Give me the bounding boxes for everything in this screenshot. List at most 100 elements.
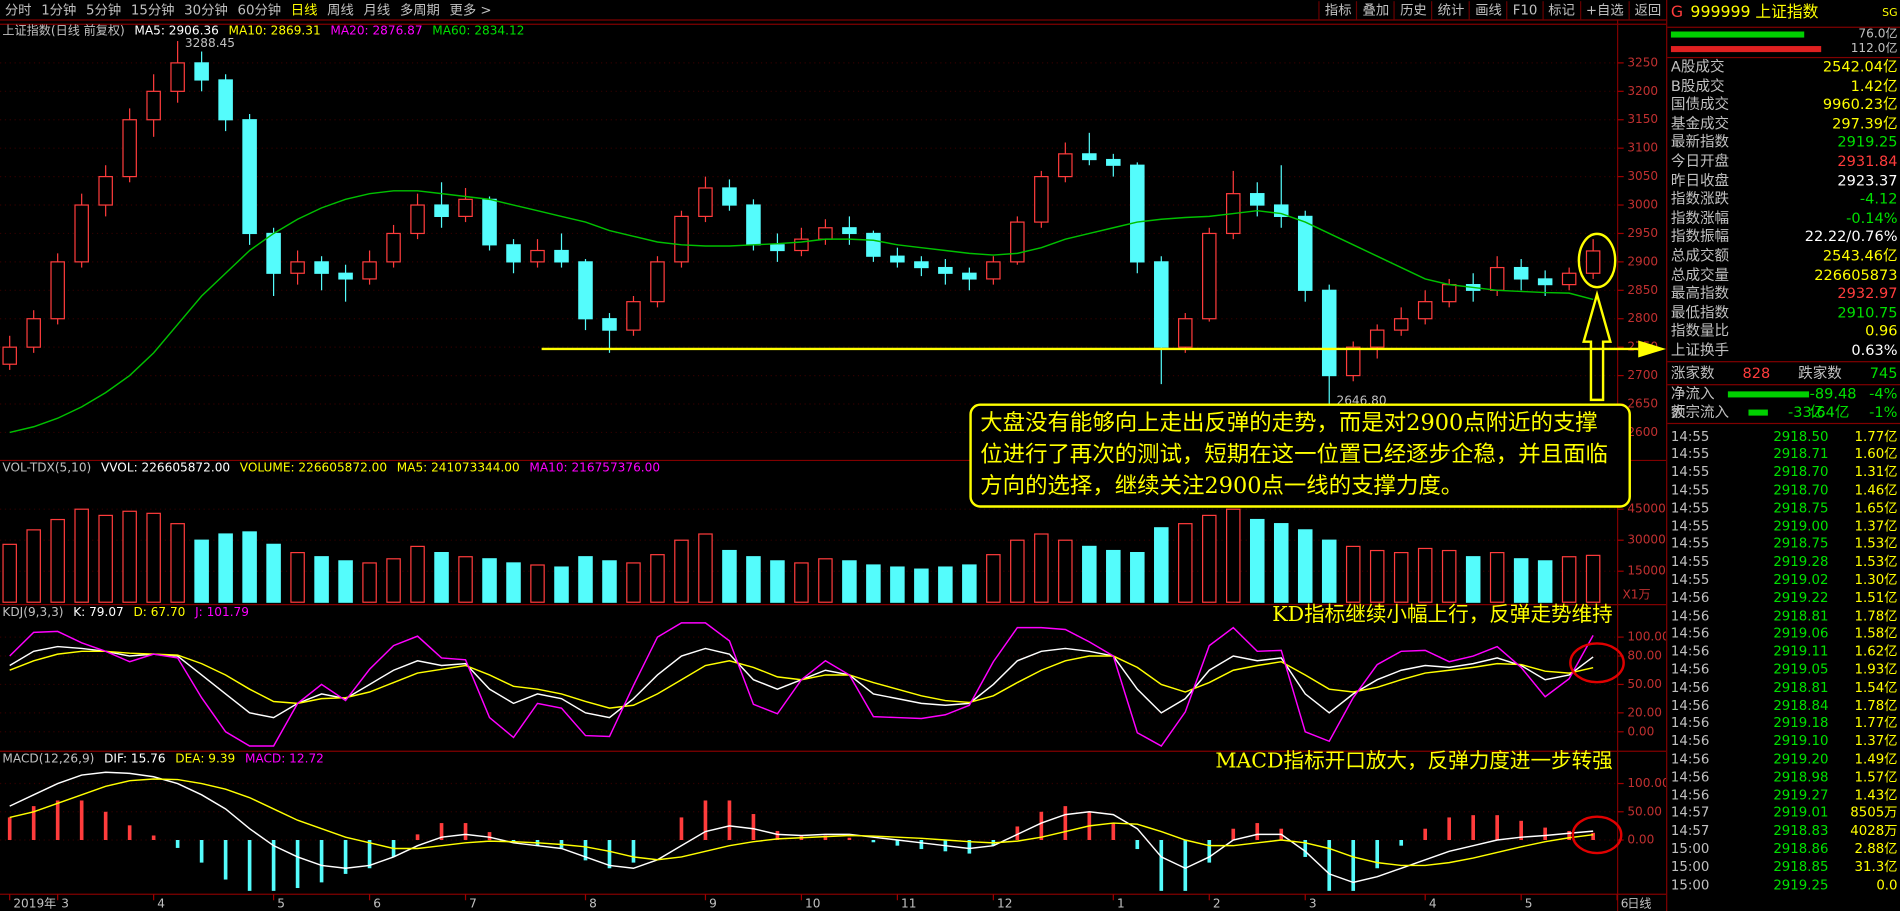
tick-volume: 0.0 xyxy=(1876,876,1898,893)
candle-body xyxy=(1537,278,1553,286)
y-tick-label: 3000 xyxy=(1627,198,1658,212)
tick-row: 14:56 2919.20 1.49亿 xyxy=(1667,751,1900,769)
tick-price: 2919.27 xyxy=(1773,787,1829,803)
tab[interactable]: 周线 xyxy=(327,2,354,19)
tick-time: 14:56 xyxy=(1670,787,1710,803)
volume-bar xyxy=(986,554,1001,603)
y-tick-label: 50.00 xyxy=(1627,804,1662,818)
tick-volume: 1.62亿 xyxy=(1854,643,1898,660)
tool-button[interactable]: 返回 xyxy=(1628,1,1667,20)
volume-bar xyxy=(578,556,593,603)
volume-bar xyxy=(938,566,953,603)
info-value: 0.63% xyxy=(1851,341,1898,359)
x-tick-label: 9 xyxy=(709,896,717,910)
candle-body xyxy=(1297,215,1313,291)
x-tick-label: 12 xyxy=(997,896,1012,910)
tick-row: 14:57 2919.01 8505万 xyxy=(1667,805,1900,823)
tick-time: 14:55 xyxy=(1670,482,1710,499)
tab[interactable]: 30分钟 xyxy=(184,2,228,19)
indicator-line xyxy=(9,771,1594,884)
volume-bar xyxy=(1154,527,1169,603)
volume-bar xyxy=(242,531,257,603)
tick-time: 14:55 xyxy=(1670,500,1710,517)
tick-price: 2919.05 xyxy=(1773,661,1829,678)
volume-bar xyxy=(410,545,425,603)
tick-volume: 1.60亿 xyxy=(1854,446,1898,463)
tick-row: 14:56 2918.84 1.78亿 xyxy=(1667,698,1900,716)
x-tick-label: 2019年 xyxy=(13,896,56,910)
indicator-line xyxy=(9,645,1594,719)
tab[interactable]: 日线 xyxy=(290,2,318,19)
candle-body xyxy=(914,261,929,269)
volume-bar xyxy=(122,510,137,603)
tab[interactable]: 1分钟 xyxy=(41,2,77,19)
candle-body xyxy=(362,261,377,280)
tick-row: 15:00 2919.25 0.0 xyxy=(1667,877,1900,895)
y-tick-label: 45000 xyxy=(1627,502,1666,516)
candle-body xyxy=(1417,301,1433,320)
volume-bar xyxy=(1321,539,1337,603)
tick-row: 14:56 2919.18 1.77亿 xyxy=(1667,715,1900,733)
flow-bar xyxy=(1748,409,1769,416)
ratio-bar xyxy=(1670,31,1805,38)
volume-bar xyxy=(338,560,353,603)
tick-row: 15:00 2918.86 2.88亿 xyxy=(1667,841,1900,859)
tool-button[interactable]: 历史 xyxy=(1394,1,1432,20)
ratio-row: 76.0亿 xyxy=(1667,28,1900,43)
tab[interactable]: 15分钟 xyxy=(130,2,175,19)
code-prefix: G xyxy=(1670,3,1684,22)
volume-bar xyxy=(98,514,113,603)
tool-button[interactable]: 指标 xyxy=(1318,1,1357,20)
pane-header: 上证指数(日线 前复权) MA5: 2906.36 MA10: 2869.31 MA2… xyxy=(2,22,524,37)
tool-button[interactable]: 画线 xyxy=(1469,1,1507,20)
tool-button[interactable]: F10 xyxy=(1506,1,1543,20)
volume-bar xyxy=(1106,549,1121,603)
tick-row: 14:56 2919.06 1.58亿 xyxy=(1667,626,1900,644)
tick-price: 2918.50 xyxy=(1773,428,1829,445)
candle-body xyxy=(1585,250,1601,274)
tool-button[interactable]: 统计 xyxy=(1431,1,1470,20)
y-tick-label: 100.00 xyxy=(1627,630,1666,644)
tick-volume: 1.31亿 xyxy=(1854,464,1898,481)
info-value: 2932.97 xyxy=(1837,284,1898,302)
tab[interactable]: 多周期 xyxy=(399,2,440,19)
tick-volume: 8505万 xyxy=(1850,805,1898,821)
volume-bar xyxy=(1034,533,1049,603)
x-tick-label: 4 xyxy=(157,896,165,910)
tick-price: 2919.22 xyxy=(1773,589,1829,606)
flow-label: 大宗流入 xyxy=(1670,403,1730,421)
info-value: 2923.37 xyxy=(1837,171,1898,189)
tick-volume: 1.53亿 xyxy=(1854,536,1898,552)
unit-label: X1万 xyxy=(1622,587,1650,601)
tab[interactable]: 更多 > xyxy=(449,2,492,19)
tab[interactable]: 60分钟 xyxy=(237,2,282,19)
candle-body xyxy=(1154,261,1169,348)
toolbar: 分时 1分钟 5分钟 15分钟 30分钟 60分钟 日线 周线 月线 多周期 更多 > 指标 叠加 历史统… xyxy=(0,0,1667,21)
tool-button[interactable]: 叠加 xyxy=(1356,1,1395,20)
tool-button[interactable]: +自选 xyxy=(1579,1,1629,20)
tab[interactable]: 月线 xyxy=(363,2,391,19)
tick-time: 14:55 xyxy=(1670,536,1710,552)
candle-body xyxy=(674,215,689,263)
tool-button[interactable]: 标记 xyxy=(1542,1,1580,20)
legend-entry: MA5: 2906.36 xyxy=(134,23,218,37)
y-tick-label: 2900 xyxy=(1627,254,1658,268)
candle-body xyxy=(1513,266,1529,280)
tick-time: 14:55 xyxy=(1670,428,1710,445)
volume-bar xyxy=(794,562,809,603)
volume-bar xyxy=(1441,549,1457,603)
legend-entry: VOLUME: 226605872.00 xyxy=(240,460,387,474)
y-tick-label: 15000 xyxy=(1627,564,1666,578)
candle-body xyxy=(170,62,185,92)
legend-entry: DIF: 15.76 xyxy=(104,751,166,765)
candle-body xyxy=(1345,346,1361,377)
candle-body xyxy=(218,79,233,121)
candle-body xyxy=(386,232,401,263)
tab[interactable]: 分时 xyxy=(4,2,32,19)
y-tick-label: 100.00 xyxy=(1627,776,1666,790)
volume-bar xyxy=(650,554,665,603)
x-tick-label: 1 xyxy=(1117,896,1125,910)
tick-price: 2918.81 xyxy=(1773,607,1829,624)
tab[interactable]: 5分钟 xyxy=(86,2,122,19)
tick-time: 14:56 xyxy=(1670,643,1710,660)
